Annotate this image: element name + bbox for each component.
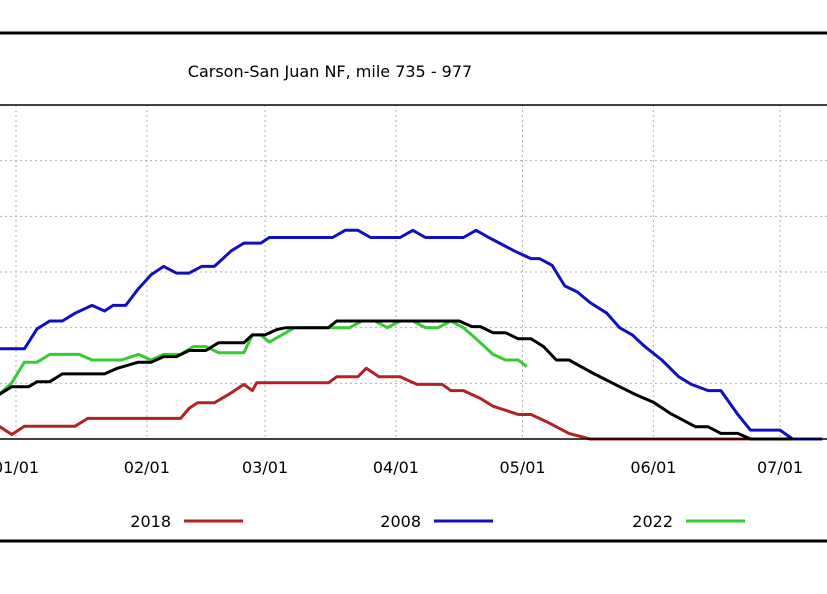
x-tick-label: 01/01 (0, 458, 39, 477)
series-line-average (0, 319, 793, 441)
x-tick-label: 05/01 (499, 458, 545, 477)
series-line-2008 (0, 228, 823, 441)
legend-label-2008: 2008 (380, 512, 421, 531)
chart-title: Carson-San Juan NF, mile 735 - 977 (188, 62, 472, 81)
x-axis-ticks: 01/01 02/01 03/01 04/01 05/01 06/01 07/01 (0, 458, 803, 477)
legend: 2018 2008 2022 (130, 512, 745, 531)
x-tick-label: 03/01 (242, 458, 288, 477)
grid (0, 105, 827, 439)
x-tick-label: 07/01 (757, 458, 803, 477)
x-tick-label: 02/01 (124, 458, 170, 477)
legend-label-2018: 2018 (130, 512, 171, 531)
x-tick-label: 06/01 (630, 458, 676, 477)
series-lines (0, 228, 823, 441)
legend-label-2022: 2022 (632, 512, 673, 531)
x-tick-label: 04/01 (373, 458, 419, 477)
series-line-2018 (0, 366, 806, 441)
